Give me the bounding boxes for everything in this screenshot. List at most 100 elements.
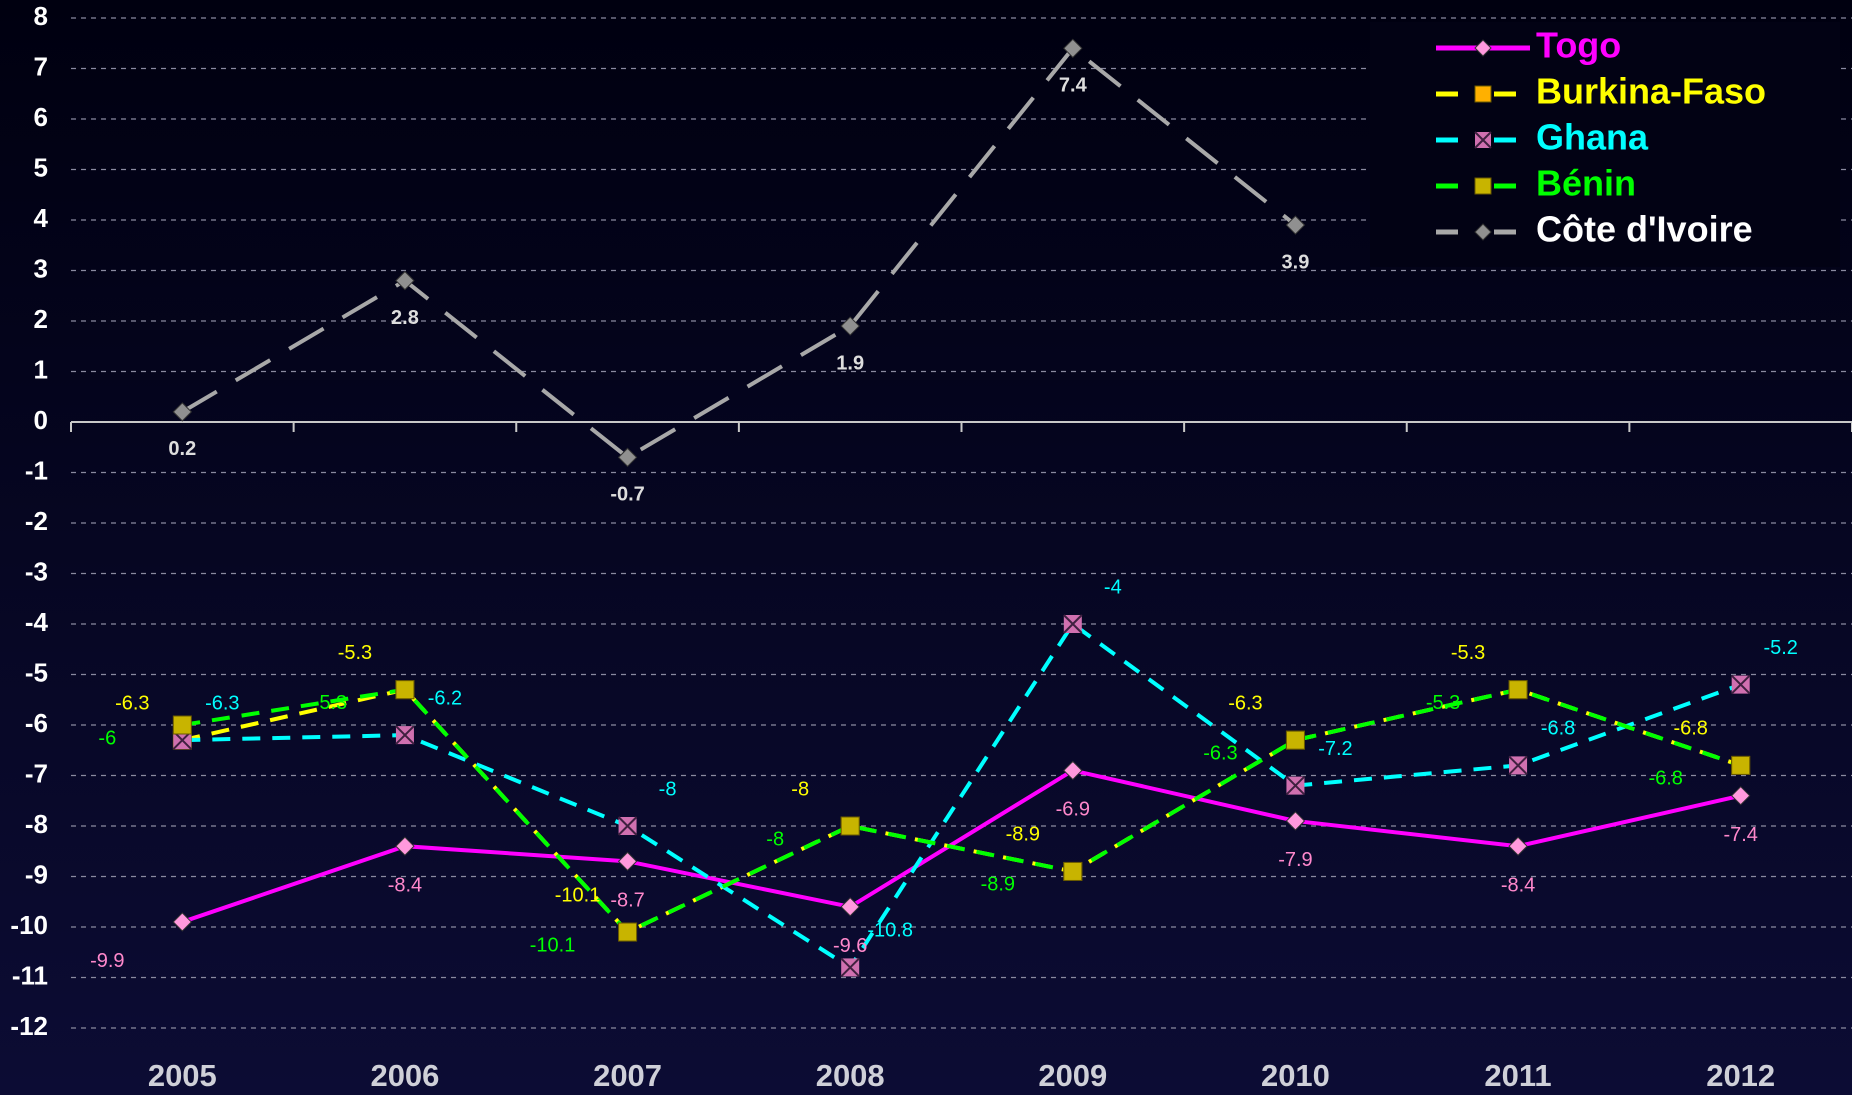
marker (1063, 614, 1083, 634)
marker (840, 816, 860, 836)
marker-cross (1474, 131, 1492, 149)
marker-cross (1508, 755, 1528, 776)
y-tick-label: -10 (10, 910, 48, 940)
y-tick-label: -7 (25, 758, 48, 788)
y-tick-label: -1 (25, 455, 48, 485)
y-tick-label: 4 (34, 203, 49, 233)
y-tick-label: 5 (34, 152, 48, 182)
data-label: -6.8 (1648, 768, 1682, 790)
y-tick-label: -3 (25, 556, 48, 586)
marker (1063, 861, 1083, 881)
series-line (181, 687, 1742, 935)
data-label: -5.3 (1451, 642, 1485, 664)
legend-label: Togo (1536, 25, 1621, 66)
y-tick-label: 1 (34, 354, 48, 384)
x-tick-label: 2007 (593, 1058, 662, 1093)
marker (1508, 680, 1528, 700)
marker (840, 316, 860, 336)
data-label: -6.3 (205, 692, 239, 714)
marker (1285, 811, 1306, 831)
y-tick-label: 0 (34, 405, 48, 435)
marker (1063, 38, 1083, 59)
legend-box (1370, 22, 1840, 267)
y-tick-label: 7 (34, 51, 48, 81)
x-tick-label: 2009 (1038, 1058, 1107, 1093)
y-tick-label: -6 (25, 708, 48, 738)
marker-cross (1063, 614, 1083, 634)
data-label: -4 (1104, 576, 1122, 598)
data-label: -7.2 (1318, 738, 1352, 760)
data-label: -10.8 (867, 920, 913, 942)
x-tick-label: 2005 (148, 1058, 217, 1093)
y-tick-label: -5 (25, 657, 48, 687)
data-label: 7.4 (1059, 75, 1088, 97)
y-tick-label: -9 (25, 859, 48, 889)
y-tick-label: -2 (25, 506, 48, 536)
y-tick-label: -12 (10, 1011, 48, 1041)
data-label: -10.1 (555, 884, 601, 906)
marker (395, 836, 415, 856)
legend-label: Ghana (1536, 117, 1649, 158)
data-label: -6.3 (1228, 692, 1262, 714)
data-label: -5.3 (1426, 692, 1460, 714)
marker (172, 402, 193, 422)
marker (172, 912, 193, 932)
series-line (182, 621, 1742, 971)
data-label: -5.2 (1763, 637, 1797, 659)
data-label: -8.4 (1501, 874, 1535, 896)
data-label: -0.7 (610, 484, 644, 506)
y-tick-label: -11 (12, 960, 48, 990)
marker (1730, 674, 1751, 695)
marker (1474, 85, 1492, 103)
legend-label: Bénin (1536, 163, 1636, 204)
data-label: -10.1 (530, 934, 576, 956)
legend-item: Bénin (1436, 163, 1636, 204)
y-tick-label: 6 (34, 102, 48, 132)
x-tick-label: 2006 (370, 1058, 439, 1093)
data-label: 2.8 (391, 307, 419, 329)
marker (1731, 755, 1751, 775)
series-line (181, 45, 1297, 460)
data-label: -6.8 (1541, 718, 1575, 740)
legend-label: Côte d'Ivoire (1536, 209, 1753, 250)
data-label: -7.9 (1278, 849, 1312, 871)
x-tick-label: 2010 (1261, 1058, 1330, 1093)
marker (1730, 785, 1751, 806)
legend-item: Côte d'Ivoire (1436, 209, 1753, 250)
data-label: -7.4 (1723, 824, 1757, 846)
data-label: -6.3 (115, 692, 149, 714)
marker (1474, 223, 1492, 241)
data-label: -6 (98, 727, 116, 749)
marker (1508, 836, 1528, 856)
marker (1063, 760, 1083, 781)
marker-cross (617, 816, 638, 836)
legend-label: Burkina-Faso (1536, 71, 1766, 112)
y-tick-label: 3 (34, 253, 48, 283)
data-label: -8.4 (388, 874, 422, 896)
y-tick-label: -4 (25, 607, 49, 637)
data-label: 1.9 (836, 352, 864, 374)
data-label: -8 (766, 828, 784, 850)
marker (1508, 755, 1528, 776)
data-label: -6.3 (1203, 742, 1237, 764)
y-tick-label: 8 (34, 1, 48, 31)
marker (618, 922, 638, 942)
data-label: -8 (659, 778, 677, 800)
series-line (181, 768, 1742, 924)
data-label: -8.9 (1006, 824, 1040, 846)
marker-cross (840, 957, 860, 978)
marker (1474, 131, 1492, 149)
marker (1285, 730, 1305, 750)
marker-cross (1285, 775, 1306, 796)
legend-item: Togo (1436, 25, 1621, 66)
marker (1285, 775, 1306, 796)
marker (172, 715, 192, 735)
x-tick-label: 2008 (816, 1058, 885, 1093)
marker (617, 851, 638, 872)
marker (840, 897, 860, 917)
data-label: 0.2 (168, 438, 196, 460)
marker (395, 680, 415, 700)
data-label: 3.9 (1282, 251, 1310, 273)
y-tick-label: -8 (25, 809, 48, 839)
marker (840, 957, 860, 978)
